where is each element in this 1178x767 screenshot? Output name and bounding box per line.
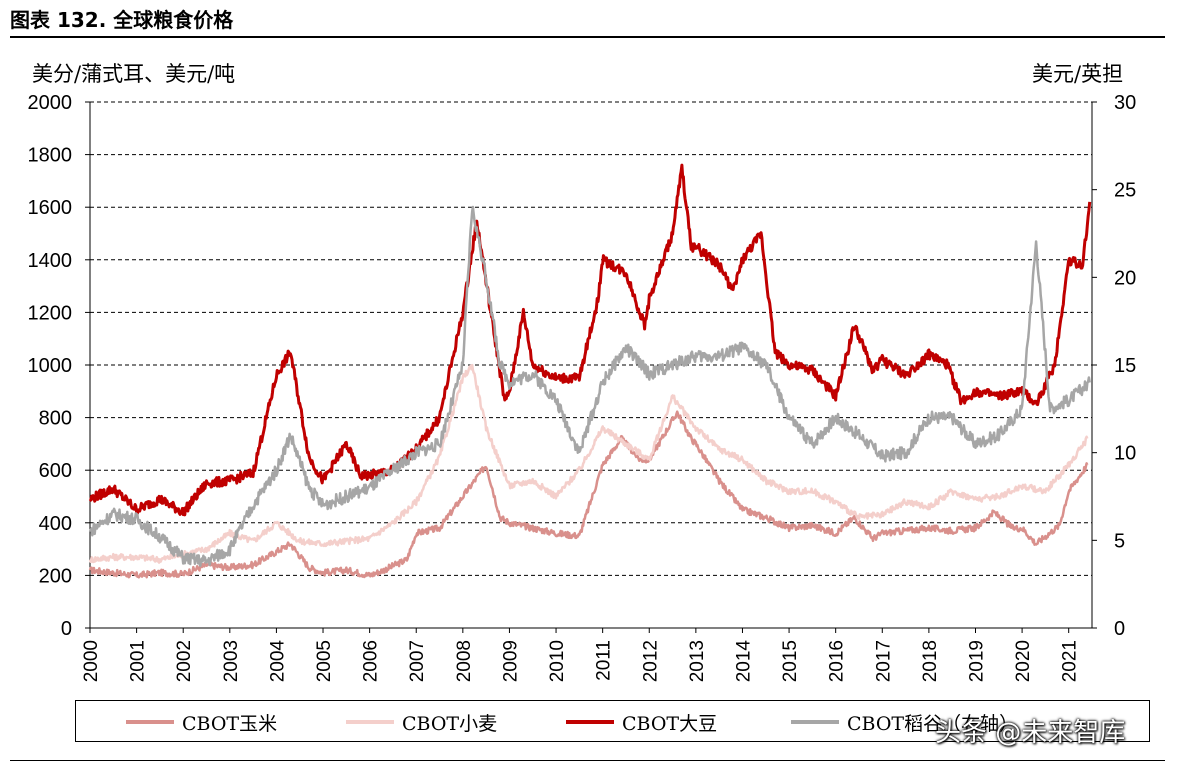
x-tick-label: 2011 xyxy=(594,640,615,681)
legend-swatch xyxy=(126,720,174,724)
y-right-tick-label: 0 xyxy=(1114,618,1125,640)
series-line xyxy=(88,410,1089,579)
y-left-tick-label: 2000 xyxy=(28,92,73,114)
x-tick-label: 2014 xyxy=(733,640,754,683)
x-tick-label: 2010 xyxy=(547,640,568,682)
y-right-tick-label: 5 xyxy=(1114,530,1125,552)
x-tick-label: 2001 xyxy=(128,640,149,682)
y-right-tick-label: 25 xyxy=(1114,180,1136,202)
legend-swatch xyxy=(346,720,394,724)
legend-label: CBOT小麦 xyxy=(402,712,498,735)
x-tick-label: 2004 xyxy=(267,640,288,683)
x-tick-label: 2009 xyxy=(500,640,521,682)
x-tick-label: 2017 xyxy=(873,640,894,682)
y-right-tick-label: 10 xyxy=(1114,443,1136,465)
right-axis-unit: 美元/英担 xyxy=(1032,62,1124,86)
y-left-tick-label: 1400 xyxy=(28,250,73,272)
x-tick-label: 2002 xyxy=(174,640,195,682)
x-tick-label: 2007 xyxy=(407,640,428,682)
x-tick-label: 2003 xyxy=(221,640,242,682)
series-line xyxy=(88,205,1091,567)
x-tick-label: 2013 xyxy=(687,640,708,682)
legend-item: CBOT大豆 xyxy=(566,710,718,735)
y-left-tick-label: 1000 xyxy=(28,355,73,377)
x-tick-label: 2021 xyxy=(1060,640,1081,682)
legend-label: CBOT大豆 xyxy=(622,712,718,735)
legend: CBOT玉米 CBOT小麦 CBOT大豆 CBOT稻谷（右轴） xyxy=(75,700,1150,742)
y-left-tick-label: 1800 xyxy=(28,145,73,167)
y-left-tick-label: 1200 xyxy=(28,302,73,324)
y-left-tick-label: 400 xyxy=(39,513,72,535)
y-left-tick-label: 600 xyxy=(39,460,72,482)
x-tick-label: 2006 xyxy=(361,640,382,682)
legend-item: CBOT小麦 xyxy=(346,710,498,735)
series-line xyxy=(88,363,1089,564)
y-left-tick-label: 1600 xyxy=(28,197,73,219)
x-tick-label: 2015 xyxy=(780,640,801,682)
legend-label: CBOT稻谷（右轴） xyxy=(847,712,1019,735)
x-tick-label: 2019 xyxy=(966,640,987,682)
y-left-tick-label: 200 xyxy=(39,565,72,587)
y-right-tick-label: 20 xyxy=(1114,267,1136,289)
left-axis-unit: 美分/蒲式耳、美元/吨 xyxy=(32,62,236,86)
legend-label: CBOT玉米 xyxy=(182,712,278,735)
bottom-rule xyxy=(10,760,1165,761)
x-tick-label: 2000 xyxy=(81,640,102,682)
watermark: 头条 @未来智库 xyxy=(935,718,1126,748)
x-tick-label: 2018 xyxy=(920,640,941,682)
x-tick-label: 2008 xyxy=(454,640,475,682)
legend-swatch xyxy=(791,720,839,724)
legend-item: CBOT玉米 xyxy=(126,710,278,735)
y-left-tick-label: 800 xyxy=(39,408,72,430)
x-tick-label: 2005 xyxy=(314,640,335,682)
y-right-tick-label: 15 xyxy=(1114,355,1136,377)
y-right-tick-label: 30 xyxy=(1114,92,1136,114)
x-tick-label: 2012 xyxy=(640,640,661,682)
title-rule xyxy=(10,36,1165,38)
x-tick-label: 2016 xyxy=(827,640,848,682)
legend-item: CBOT稻谷（右轴） xyxy=(791,710,1019,735)
figure-title: 图表 132. 全球粮食价格 xyxy=(10,8,234,32)
y-left-tick-label: 0 xyxy=(61,618,72,640)
x-tick-label: 2020 xyxy=(1013,640,1034,682)
legend-swatch xyxy=(566,720,614,724)
series-line xyxy=(88,163,1092,517)
